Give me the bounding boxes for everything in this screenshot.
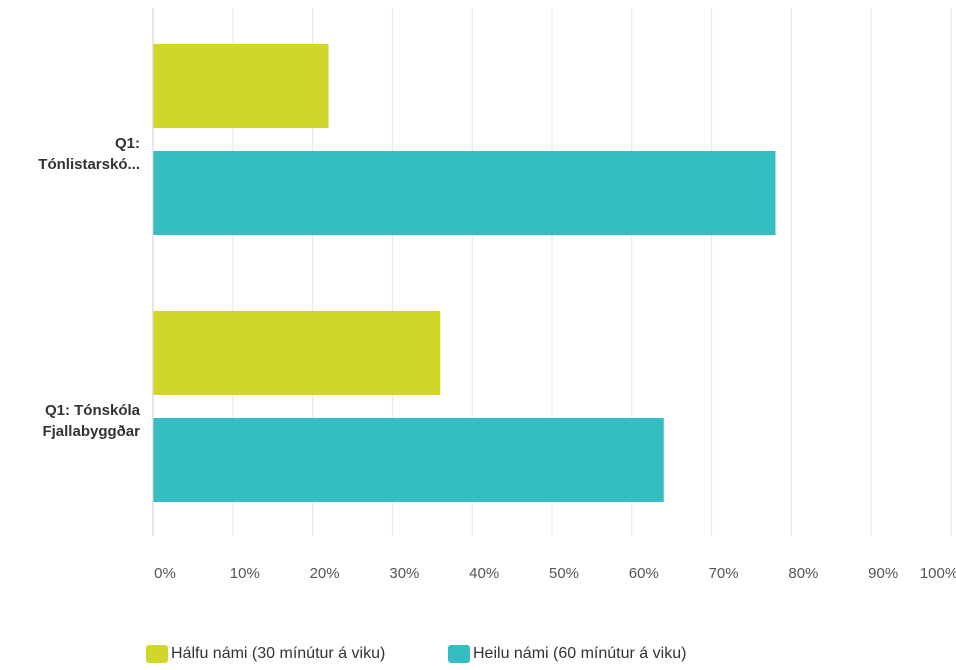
category-label-line: Tónlistarskó... [38, 156, 140, 173]
bar-series-1-category-1 [153, 418, 664, 502]
category-label: Q1: Tónskóla Fjallabyggðar [0, 400, 140, 442]
legend-label-series-1: Heilu námi (60 mínútur á viku) [473, 645, 687, 662]
x-tick-label: 20% [310, 565, 340, 582]
bar-series-0-category-1 [153, 311, 441, 395]
bar-series-0-category-0 [153, 44, 329, 128]
legend: Hálfu námi (30 mínútur á viku) Heilu nám… [0, 645, 956, 669]
category-label-line: Fjallabyggðar [42, 423, 140, 440]
bar-chart: 0% 10% 20% 30% 40% 50% 60% 70% 80% 90% 100% [152, 8, 956, 582]
x-tick-label: 10% [230, 565, 260, 582]
x-tick-labels: 0% 10% 20% 30% 40% 50% 60% 70% 80% 90% 100% [154, 565, 956, 582]
bars [153, 44, 776, 502]
x-tick-label: 100% [920, 565, 956, 582]
bar-series-1-category-0 [153, 151, 776, 235]
x-tick-label: 80% [788, 565, 818, 582]
legend-swatch-series-0 [146, 645, 168, 663]
category-label-line: Q1: Tónskóla [44, 402, 140, 419]
legend-item-series-0: Hálfu námi (30 mínútur á viku) [146, 645, 385, 663]
legend-item-series-1: Heilu námi (60 mínútur á viku) [448, 645, 686, 663]
x-tick-label: 60% [629, 565, 659, 582]
legend-label-series-0: Hálfu námi (30 mínútur á viku) [171, 645, 386, 662]
legend-swatch-series-1 [448, 645, 470, 663]
category-label-line: Q1: [114, 135, 140, 152]
category-label: Q1: Tónlistarskó... [0, 133, 140, 175]
x-tick-label: 40% [469, 565, 499, 582]
x-tick-label: 90% [868, 565, 898, 582]
x-tick-label: 30% [389, 565, 419, 582]
x-tick-label: 50% [549, 565, 579, 582]
x-tick-label: 70% [709, 565, 739, 582]
x-tick-label: 0% [154, 565, 176, 582]
